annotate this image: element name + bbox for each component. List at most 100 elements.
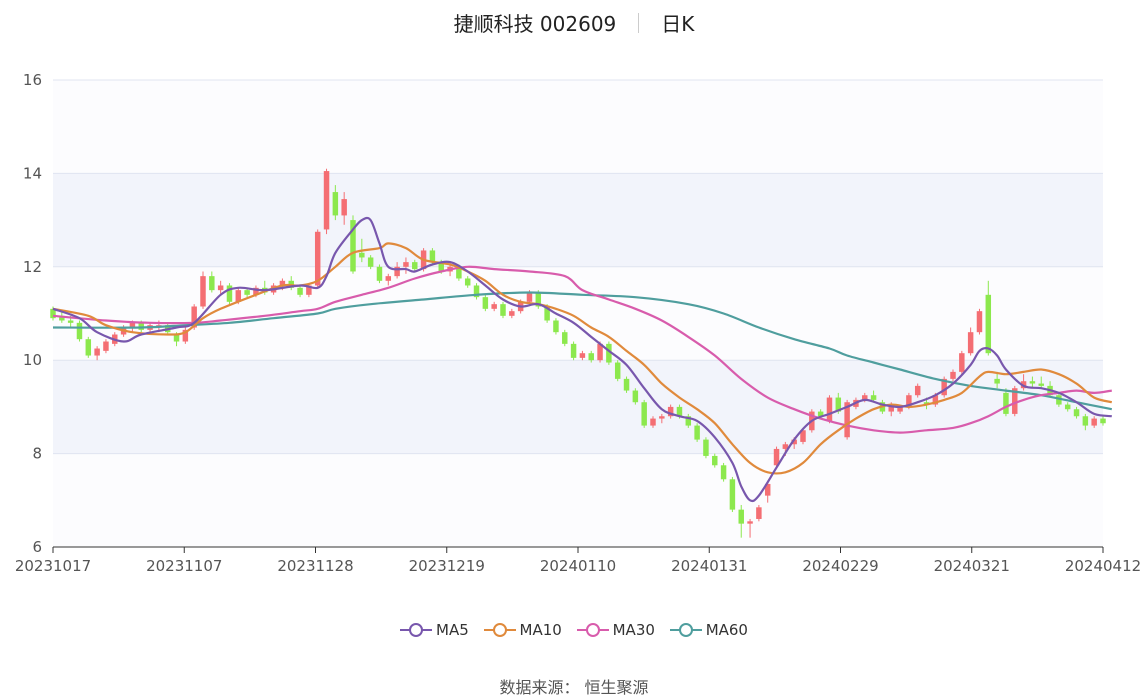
legend-item-ma5[interactable]: MA5	[400, 621, 469, 639]
y-tick-label: 14	[23, 164, 42, 182]
candle-body	[870, 395, 877, 400]
line-ma10	[52, 242, 1113, 475]
candle-body	[985, 294, 992, 354]
x-tick-label: 20231107	[146, 557, 222, 575]
candle-body	[94, 348, 100, 356]
legend-label-ma5: MA5	[436, 621, 469, 639]
candle-body	[976, 311, 983, 333]
candle-body	[641, 402, 647, 426]
candle-body	[341, 199, 347, 216]
x-tick-label: 20240229	[802, 557, 878, 575]
chart-title: 捷顺科技 002609 日K	[0, 8, 1148, 37]
candle-body	[359, 252, 365, 258]
candle-body	[685, 416, 692, 426]
legend-item-ma10[interactable]: MA10	[483, 621, 562, 639]
grid-band	[53, 173, 1103, 267]
candle-body	[773, 448, 780, 466]
candle-body	[456, 266, 462, 279]
candle-body	[226, 285, 233, 302]
title-divider	[638, 12, 640, 33]
x-axis: 20231017 20231107 20231128 20231219 20240110…	[15, 546, 1141, 575]
grid-band	[53, 80, 1103, 174]
line-ma60	[52, 291, 1113, 411]
candle-body	[800, 430, 806, 442]
legend-label-ma30: MA30	[612, 621, 655, 639]
line-ma5	[52, 216, 1112, 503]
candle-body	[464, 278, 471, 286]
line-ma30	[52, 265, 1112, 434]
candle-body	[473, 285, 480, 298]
candle-body	[659, 416, 665, 419]
grid-band	[53, 266, 1103, 361]
candle-body	[103, 341, 109, 351]
candle-body	[1082, 416, 1089, 426]
moving-average-lines	[52, 216, 1113, 503]
candle-body	[553, 320, 559, 333]
candle-body	[129, 322, 136, 328]
candle-body	[729, 479, 736, 510]
legend-label-ma10: MA10	[519, 621, 562, 639]
candle-body	[1003, 392, 1009, 414]
candle-body	[914, 385, 921, 396]
candle-body	[385, 276, 392, 281]
candle-body	[332, 192, 339, 216]
candle-body	[923, 402, 930, 405]
candle-body	[738, 509, 744, 524]
grid-band	[53, 360, 1103, 454]
candle-body	[209, 276, 215, 291]
candle-body	[306, 285, 312, 295]
legend-label-ma60: MA60	[705, 621, 748, 639]
candle-body	[182, 329, 189, 342]
candle-body	[429, 250, 436, 263]
candle-body	[632, 390, 639, 403]
candle-body	[694, 425, 700, 440]
grid-band	[53, 453, 1103, 547]
candle-body	[967, 332, 974, 354]
legend-item-ma30[interactable]: MA30	[576, 621, 655, 639]
grid-bands	[53, 80, 1103, 547]
candle-body	[438, 262, 444, 272]
candle-body	[200, 276, 206, 307]
y-tick-label: 16	[23, 71, 42, 89]
candle-body	[314, 231, 321, 286]
candle-body	[606, 343, 612, 363]
candle-body	[1038, 383, 1044, 386]
candle-body	[932, 395, 939, 405]
y-tick-label: 12	[23, 258, 42, 276]
x-tick-label: 20240321	[934, 557, 1010, 575]
candle-body	[412, 262, 418, 270]
candle-body	[544, 306, 550, 321]
candle-body	[597, 343, 603, 361]
y-tick-label: 8	[32, 445, 42, 463]
y-axis: 6 8 10 12 14 16	[23, 71, 42, 556]
candle-body	[1064, 404, 1071, 410]
candle-body	[191, 306, 197, 328]
candle-body	[562, 332, 568, 344]
legend-item-ma60[interactable]: MA60	[669, 621, 748, 639]
candle-body	[1029, 381, 1036, 384]
candle-body	[994, 378, 1000, 384]
stock-title: 捷顺科技 002609	[453, 12, 617, 36]
candle-body	[650, 418, 656, 426]
x-tick-label: 20231017	[15, 557, 91, 575]
candle-body	[253, 287, 259, 295]
candle-body	[782, 444, 789, 449]
candle-body	[1091, 418, 1097, 426]
candle-body	[76, 322, 83, 340]
candle-body	[279, 280, 286, 286]
candle-body	[756, 507, 762, 519]
y-tick-label: 6	[32, 538, 42, 556]
candle-body	[720, 465, 727, 480]
candle-body	[941, 378, 947, 396]
candle-body	[667, 406, 674, 417]
candle-body	[1056, 395, 1062, 405]
candle-body	[570, 343, 577, 358]
candle-body	[67, 320, 74, 323]
candle-body	[579, 353, 586, 358]
candle-body	[1012, 388, 1018, 414]
candle-body	[376, 266, 383, 281]
candle-body	[85, 339, 92, 356]
x-tick-label: 20231128	[277, 557, 353, 575]
candle-body	[482, 297, 489, 309]
candle-body	[888, 404, 894, 412]
